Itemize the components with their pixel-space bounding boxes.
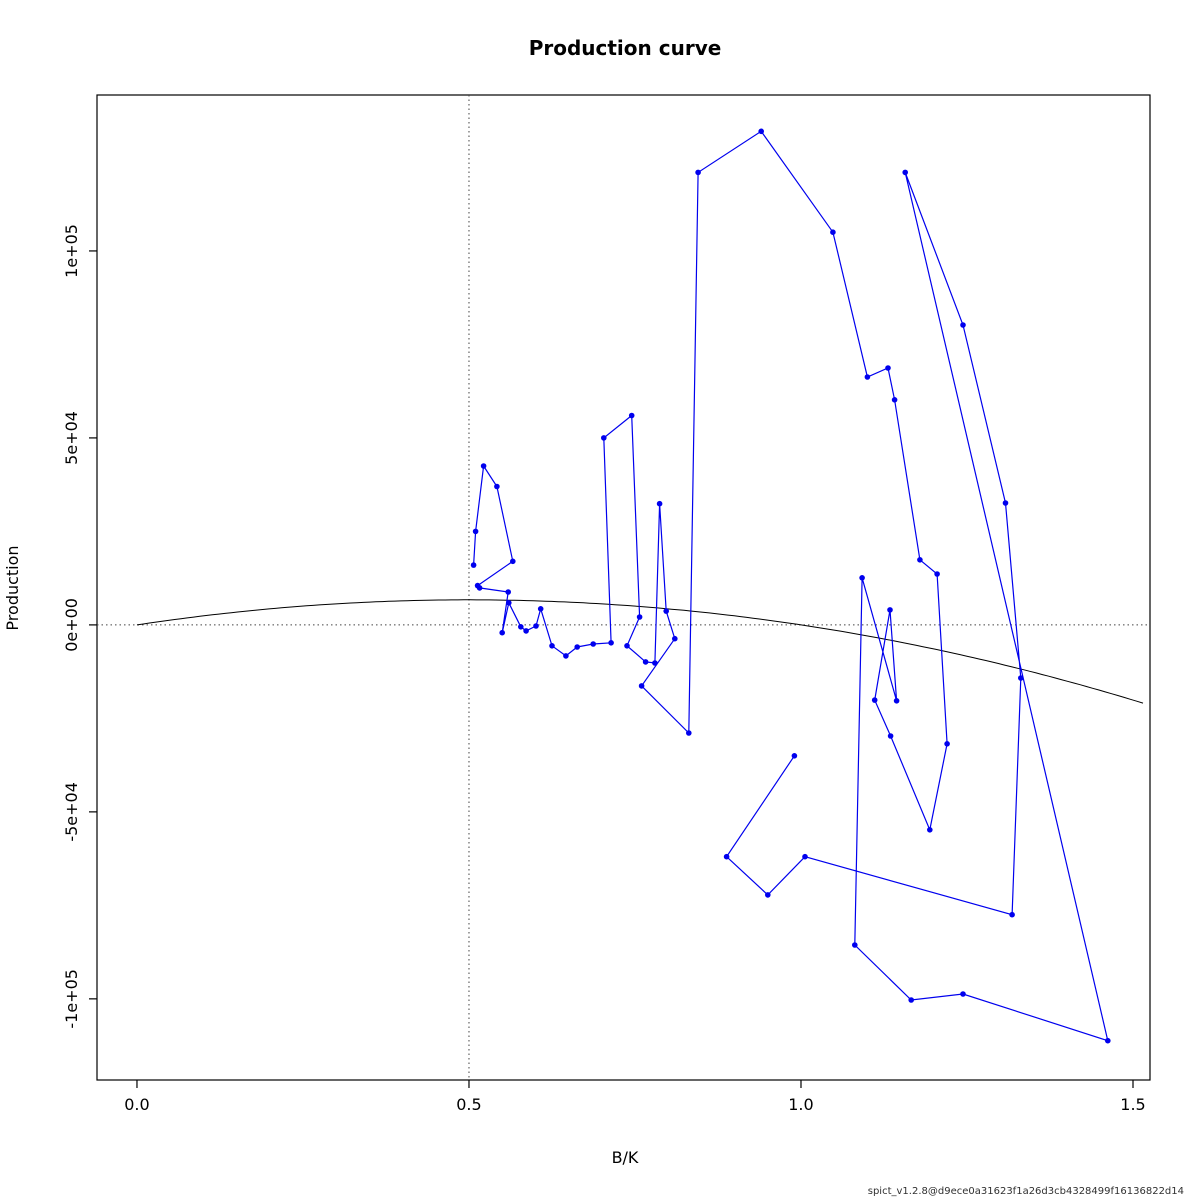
reference-lines	[97, 95, 1150, 1080]
x-axis-label: B/K	[612, 1148, 639, 1167]
trajectory-point	[908, 997, 914, 1003]
version-footer: spict_v1.2.8@d9ece0a31623f1a26d3cb432849…	[868, 1186, 1184, 1197]
trajectory-point	[902, 169, 908, 176]
y-tick-label: 0e+00	[62, 598, 81, 652]
production-curve-line	[136, 599, 1144, 704]
trajectory-point	[590, 641, 596, 647]
trajectory-point	[499, 629, 506, 636]
trajectory-point	[476, 585, 483, 591]
trajectory-point	[960, 991, 966, 997]
trajectory-point	[871, 697, 878, 703]
trajectory-point	[927, 827, 933, 833]
trajectory-point	[1018, 675, 1024, 681]
trajectory-point	[642, 659, 649, 665]
trajectory-point	[636, 614, 643, 620]
trajectory-point	[656, 500, 663, 507]
trajectory-point	[859, 575, 865, 581]
trajectory-point	[758, 128, 764, 135]
trajectory-point	[791, 753, 798, 759]
trajectory-point	[574, 644, 580, 650]
trajectory-point	[852, 942, 858, 948]
trajectory-point	[663, 608, 669, 614]
trajectory-point	[891, 397, 898, 403]
trajectory-point	[472, 528, 479, 535]
trajectory-point	[510, 558, 516, 565]
trajectory-point	[549, 643, 555, 649]
biomass-production-trajectory	[470, 128, 1111, 1044]
x-tick-label: 1.5	[1120, 1095, 1145, 1114]
trajectory-point	[480, 463, 487, 469]
trajectory-point	[765, 892, 771, 898]
trajectory-line	[473, 130, 1109, 1042]
trajectory-point	[1105, 1037, 1111, 1044]
trajectory-point	[887, 733, 894, 739]
trajectory-point	[723, 853, 730, 860]
trajectory-point	[608, 640, 614, 646]
trajectory-point	[944, 741, 950, 747]
x-tick-label: 1.0	[788, 1095, 813, 1114]
trajectory-point	[934, 571, 940, 577]
trajectory-point	[885, 365, 891, 371]
y-tick-label: 5e+04	[62, 411, 81, 465]
trajectory-point	[652, 660, 658, 666]
y-axis-ticks: -1e+05 -5e+04 0e+00 5e+04 1e+05	[62, 224, 97, 1029]
y-axis-label: Production	[3, 545, 22, 630]
trajectory-point	[1009, 911, 1015, 918]
trajectory-point	[523, 628, 529, 634]
trajectory-point	[563, 653, 569, 659]
trajectory-point	[638, 683, 645, 689]
trajectory-point	[505, 589, 512, 595]
trajectory-point	[830, 229, 836, 235]
trajectory-point	[628, 412, 635, 419]
trajectory-point	[887, 607, 893, 613]
x-axis-ticks: 0.0 0.5 1.0 1.5	[124, 1080, 1146, 1114]
trajectory-point	[960, 322, 966, 328]
y-tick-label: -5e+04	[62, 782, 81, 842]
trajectory-point	[802, 853, 808, 860]
trajectory-point	[1002, 500, 1009, 506]
trajectory-point	[672, 635, 678, 642]
trajectory-point	[470, 562, 477, 568]
trajectory-point	[518, 624, 524, 630]
x-tick-label: 0.5	[456, 1095, 481, 1114]
trajectory-point	[494, 483, 500, 490]
trajectory-point	[893, 698, 900, 704]
plot-border	[96, 94, 1151, 1081]
trajectory-point	[864, 374, 871, 380]
chart-title: Production curve	[529, 36, 722, 60]
trajectory-point	[624, 643, 630, 649]
y-tick-label: -1e+05	[62, 969, 81, 1029]
trajectory-point	[537, 606, 544, 612]
x-tick-label: 0.0	[124, 1095, 149, 1114]
trajectory-point	[601, 435, 607, 441]
trajectory-point	[533, 623, 539, 629]
y-tick-label: 1e+05	[62, 224, 81, 278]
trajectory-point	[686, 730, 692, 736]
trajectory-point	[917, 557, 923, 563]
trajectory-point	[506, 600, 512, 606]
trajectory-point	[695, 169, 701, 176]
